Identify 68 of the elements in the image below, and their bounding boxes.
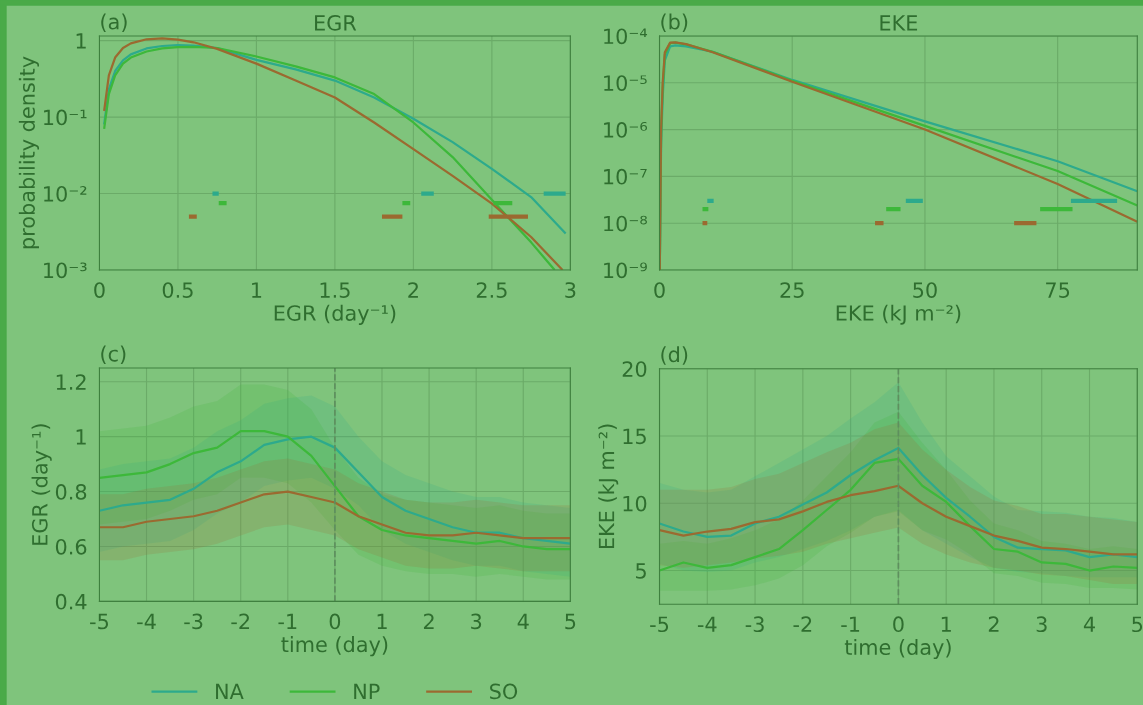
x-tick-label: -4 (697, 616, 717, 632)
y-tick-label: 1.2 (56, 374, 86, 390)
x-tick-label: 4 (1083, 616, 1095, 632)
x-tick-label: -3 (184, 613, 203, 630)
y-tick-label: 1 (76, 33, 86, 49)
y-axis-title: probability density (18, 56, 39, 249)
x-tick-label: 75 (1046, 282, 1070, 298)
x-tick-label: 2.5 (476, 282, 507, 298)
legend-label: NA (216, 683, 244, 699)
x-tick-label: 25 (780, 282, 804, 298)
x-tick-label: 0 (329, 613, 341, 630)
y-tick-label: 10⁻¹ (44, 109, 87, 126)
y-tick-label: 15 (623, 428, 646, 445)
x-tick-label: 3 (471, 613, 482, 630)
x-axis-title: time (day) (844, 638, 951, 660)
x-tick-label: 3 (565, 282, 576, 298)
x-tick-label: 2 (423, 613, 434, 629)
x-tick-label: 0 (654, 282, 665, 298)
y-tick-label: 10⁻⁸ (604, 215, 647, 232)
text: (d) (661, 346, 688, 365)
y-tick-label: 20 (622, 361, 647, 377)
y-tick-label: 0.6 (55, 538, 87, 555)
text: (c) (101, 345, 126, 365)
x-tick-label: 1.5 (320, 282, 350, 298)
x-tick-label: 4 (517, 613, 529, 629)
text: (b) (661, 13, 688, 33)
x-tick-label: -4 (137, 613, 156, 629)
y-tick-label: 10⁻⁵ (604, 75, 647, 91)
x-tick-label: 2 (408, 282, 418, 298)
x-tick-label: 5 (565, 613, 576, 630)
x-tick-label: 0 (94, 282, 105, 298)
x-tick-label: 0 (893, 616, 904, 633)
x-tick-label: 1 (941, 616, 951, 632)
x-tick-label: -2 (231, 613, 250, 629)
chart-title: EGR (315, 14, 357, 31)
x-axis-title: EKE (kJ m⁻²) (836, 304, 961, 325)
y-tick-label: 0.8 (55, 484, 87, 500)
y-tick-label: 10⁻⁷ (604, 168, 647, 185)
y-tick-label: 5 (636, 563, 646, 579)
x-tick-label: -5 (650, 616, 669, 633)
y-tick-label: 10⁻² (44, 186, 87, 202)
x-tick-label: 50 (913, 282, 937, 298)
legend-label: NP (354, 683, 380, 699)
y-axis-title: EGR (day⁻¹) (31, 424, 52, 545)
x-tick-label: 1 (377, 613, 387, 629)
y-tick-label: 0.4 (55, 593, 87, 610)
chart-title: EKE (880, 15, 918, 31)
legend-label: SO (490, 683, 518, 700)
x-axis-title: EGR (day⁻¹) (274, 304, 396, 325)
x-tick-label: 5 (1132, 616, 1143, 633)
x-tick-label: -1 (841, 616, 860, 632)
y-tick-label: 10⁻⁶ (604, 122, 648, 138)
x-axis-title: time (day) (281, 636, 388, 657)
x-tick-label: -3 (745, 616, 764, 633)
y-tick-label: 10⁻³ (44, 262, 87, 279)
x-tick-label: 2 (988, 616, 999, 632)
x-tick-label: 0.5 (162, 282, 193, 298)
x-tick-label: 1 (252, 282, 262, 298)
x-tick-label: 3 (1036, 616, 1047, 633)
y-tick-label: 1 (76, 429, 86, 445)
y-tick-label: 10⁻⁴ (604, 28, 648, 45)
x-tick-label: -1 (278, 613, 297, 629)
x-tick-label: -5 (90, 613, 109, 630)
text: (a) (101, 13, 127, 33)
x-tick-label: -2 (793, 616, 812, 632)
y-axis-title: EKE (kJ m⁻²) (598, 424, 619, 549)
y-tick-label: 10 (623, 495, 647, 512)
y-tick-label: 10⁻⁹ (604, 262, 647, 279)
